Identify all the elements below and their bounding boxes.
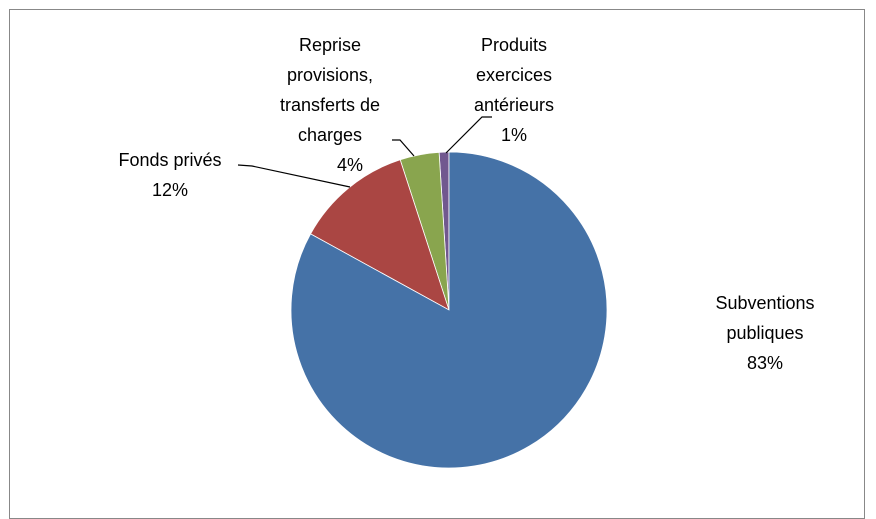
leader-line <box>237 164 351 188</box>
category-name: Fonds privés <box>118 150 222 170</box>
leader-line <box>445 116 492 154</box>
pie-slice <box>310 159 450 311</box>
value-label: 4% <box>336 155 363 175</box>
slice-label: Produits exercices antérieurs 1% <box>459 30 569 150</box>
slice-label: Fonds privés 12% <box>95 145 245 205</box>
category-name: Reprise provisions, transferts de charge… <box>279 35 381 145</box>
slice-label: Reprise provisions, transferts de charge… <box>276 30 384 180</box>
value-label: 1% <box>500 125 527 145</box>
value-label: 12% <box>151 180 189 200</box>
slice-label: Subventions publiques 83% <box>690 288 840 378</box>
pie-slice <box>290 151 608 469</box>
leader-line <box>392 139 415 157</box>
value-label: 83% <box>746 353 784 373</box>
category-name: Produits exercices antérieurs <box>473 35 555 115</box>
category-name: Subventions publiques <box>715 293 815 343</box>
